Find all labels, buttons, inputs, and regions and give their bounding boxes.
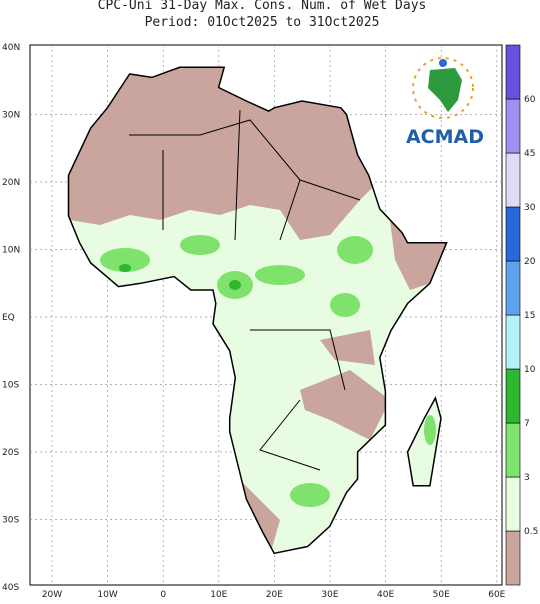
x-tick-label: 40E xyxy=(377,590,394,600)
colorbar: 0.5 3 7 10 15 20 30 45 60 xyxy=(505,44,538,586)
colorbar-swatch xyxy=(505,152,521,208)
title-line-2: Period: 01Oct2025 to 31Oct2025 xyxy=(145,15,380,30)
colorbar-label: 10 xyxy=(524,365,536,375)
colorbar-label: 0.5 xyxy=(524,527,538,537)
colorbar-swatch xyxy=(505,476,521,532)
y-tick-label: 10N xyxy=(2,246,20,256)
y-tick-label: 30N xyxy=(2,111,20,121)
colorbar-swatch xyxy=(505,530,521,586)
colorbar-label: 15 xyxy=(524,311,535,321)
colorbar-label: 60 xyxy=(524,95,536,105)
x-tick-label: 10W xyxy=(97,590,117,600)
x-tick-label: 60E xyxy=(488,590,505,600)
x-tick-label: 50E xyxy=(433,590,450,600)
y-tick-label: 10S xyxy=(2,381,19,391)
colorbar-swatch xyxy=(505,422,521,478)
colorbar-label: 20 xyxy=(524,257,536,267)
x-tick-label: 10E xyxy=(210,590,227,600)
y-tick-label: 40N xyxy=(2,43,20,53)
coastline xyxy=(67,66,448,555)
y-tick-label: 20N xyxy=(2,178,20,188)
colorbar-label: 7 xyxy=(524,419,530,429)
acmad-logo: ACMAD xyxy=(406,57,484,148)
x-tick-label: 0 xyxy=(160,590,166,600)
colorbar-swatch xyxy=(505,206,521,262)
borders xyxy=(129,109,361,471)
y-tick-label: 30S xyxy=(2,516,19,526)
axis-labels: 20W 10W 0 10E 20E 30E 40E 50E 60E 40N 30N 20N 10N EQ 1… xyxy=(2,43,506,600)
colorbar-swatch xyxy=(505,314,521,370)
y-tick-label: 20S xyxy=(2,448,19,458)
colorbar-label: 45 xyxy=(524,149,535,159)
colorbar-swatch xyxy=(505,368,521,424)
colorbar-swatch xyxy=(505,44,521,100)
colorbar-swatch xyxy=(505,260,521,316)
x-tick-label: 20W xyxy=(42,590,62,600)
logo-text: ACMAD xyxy=(406,126,484,148)
colorbar-label: 30 xyxy=(524,203,536,213)
y-tick-label: EQ xyxy=(2,313,15,323)
title-line-1: CPC-Uni 31-Day Max. Cons. Num. of Wet Da… xyxy=(98,0,427,13)
x-tick-label: 30E xyxy=(321,590,338,600)
colorbar-swatch xyxy=(505,98,521,154)
x-tick-label: 20E xyxy=(266,590,283,600)
y-tick-label: 40S xyxy=(2,583,19,593)
colorbar-label: 3 xyxy=(524,473,530,483)
